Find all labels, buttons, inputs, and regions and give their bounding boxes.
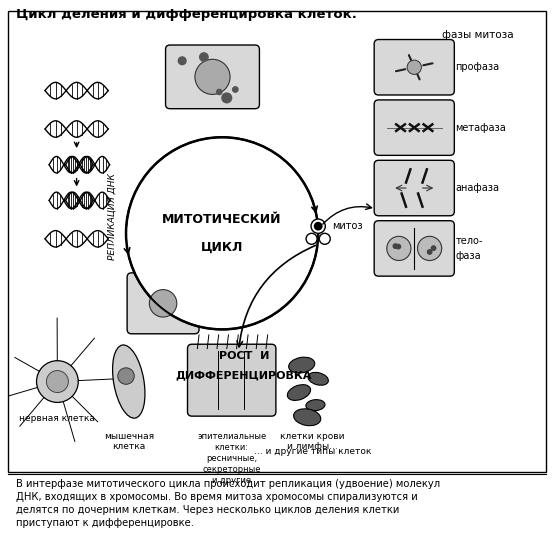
Circle shape: [195, 59, 230, 94]
Circle shape: [393, 244, 398, 248]
Circle shape: [47, 371, 68, 393]
Text: анафаза: анафаза: [455, 183, 499, 193]
FancyBboxPatch shape: [374, 40, 454, 95]
Circle shape: [407, 60, 422, 75]
Circle shape: [217, 89, 222, 94]
Text: ДИФФЕРЕНЦИРОВКА: ДИФФЕРЕНЦИРОВКА: [176, 371, 312, 380]
Text: РЕПЛИКАЦИЯ ДНК: РЕПЛИКАЦИЯ ДНК: [108, 173, 117, 260]
FancyBboxPatch shape: [374, 160, 454, 216]
FancyBboxPatch shape: [374, 221, 454, 276]
Text: фазы митоза: фазы митоза: [442, 30, 513, 40]
Circle shape: [314, 222, 322, 231]
Circle shape: [319, 233, 330, 244]
Circle shape: [418, 237, 442, 261]
Circle shape: [150, 290, 177, 317]
Text: ... и другие типы клеток: ... и другие типы клеток: [254, 447, 371, 456]
FancyBboxPatch shape: [187, 344, 276, 416]
Text: профаза: профаза: [455, 62, 500, 72]
Circle shape: [37, 361, 78, 402]
Text: метафаза: метафаза: [455, 122, 506, 133]
Ellipse shape: [308, 372, 329, 385]
Circle shape: [387, 237, 411, 261]
Text: клетки крови
и лимфы...: клетки крови и лимфы...: [280, 432, 345, 451]
Circle shape: [178, 57, 186, 65]
Text: В интерфазе митотического цикла происходит репликация (удвоение) молекул
ДНК, вх: В интерфазе митотического цикла происход…: [16, 479, 440, 528]
Text: фаза: фаза: [455, 251, 481, 261]
Circle shape: [199, 53, 208, 61]
Text: Цикл деления и дифференцировка клеток.: Цикл деления и дифференцировка клеток.: [16, 8, 357, 21]
FancyBboxPatch shape: [374, 100, 454, 155]
Ellipse shape: [294, 409, 321, 425]
Ellipse shape: [112, 345, 145, 418]
Bar: [8, 11, 546, 472]
Circle shape: [396, 244, 401, 249]
Text: нервная клетка: нервная клетка: [19, 414, 95, 423]
Text: ЦИКЛ: ЦИКЛ: [201, 240, 243, 254]
Text: мышечная
клетка: мышечная клетка: [104, 432, 154, 451]
Ellipse shape: [288, 385, 311, 400]
Circle shape: [306, 233, 317, 244]
Circle shape: [432, 246, 436, 250]
Circle shape: [222, 93, 232, 103]
Circle shape: [428, 250, 432, 254]
Text: РОСТ  И: РОСТ И: [219, 351, 269, 361]
Circle shape: [126, 137, 318, 329]
Ellipse shape: [306, 400, 325, 411]
Circle shape: [118, 368, 134, 384]
Circle shape: [311, 219, 325, 233]
Circle shape: [233, 87, 238, 92]
FancyBboxPatch shape: [127, 273, 199, 334]
Text: МИТОТИЧЕСКИЙ: МИТОТИЧЕСКИЙ: [162, 213, 282, 226]
Text: эпителиальные
клетки:
ресничные,
секреторные
и другие: эпителиальные клетки: ресничные, секрето…: [197, 432, 266, 485]
FancyBboxPatch shape: [166, 45, 259, 109]
Text: митоз: митоз: [332, 221, 362, 231]
Ellipse shape: [289, 357, 315, 373]
Text: тело-: тело-: [455, 236, 483, 246]
